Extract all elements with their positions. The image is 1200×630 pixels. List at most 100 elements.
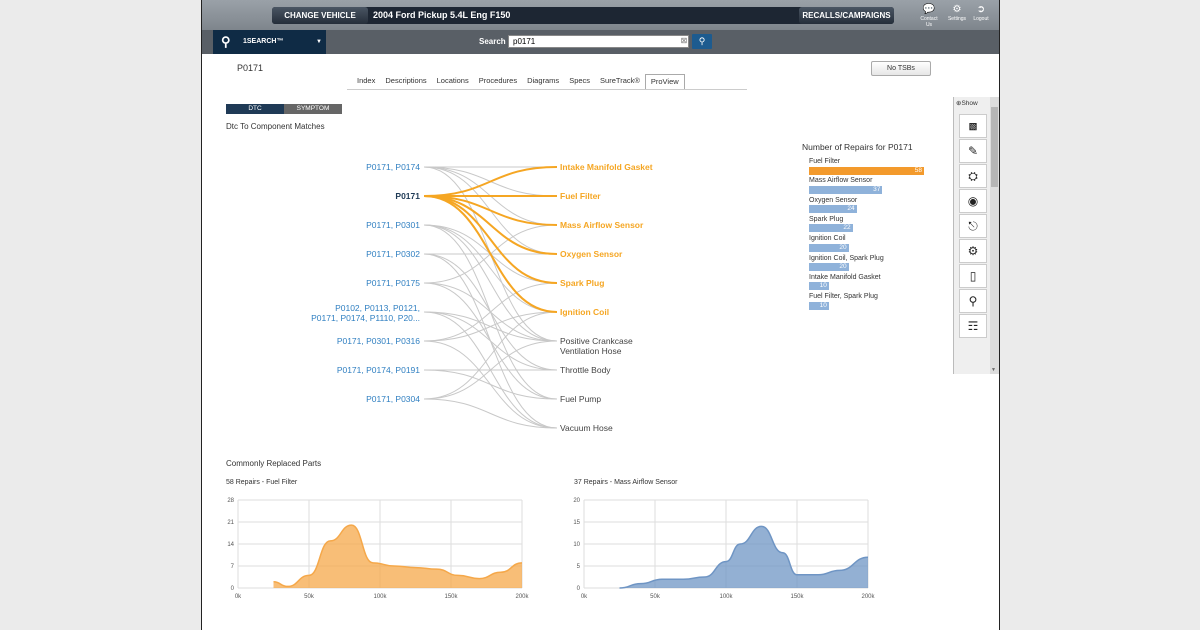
common-parts-title: Commonly Replaced Parts [226, 459, 322, 468]
recalls-campaigns-button[interactable]: RECALLS/CAMPAIGNS [799, 7, 894, 24]
contact-icon[interactable]: 💬 Contact Us [917, 4, 941, 28]
change-vehicle-button[interactable]: CHANGE VEHICLE [272, 7, 368, 24]
sankey-link-highlight [423, 195, 558, 255]
battery-icon[interactable]: ▯ [959, 264, 987, 288]
sankey-target-label[interactable]: Mass Airflow Sensor [560, 220, 644, 230]
repair-bar[interactable]: 22 [809, 224, 853, 233]
sankey-target-label[interactable]: Positive Crankcase Ventilation Hose [560, 336, 633, 356]
dtc-component-sankey: P0171, P0174 P0171 P0171, P0301 P0171, P030… [311, 162, 653, 433]
sankey-link [423, 253, 558, 429]
y-tick-label: 28 [227, 498, 234, 504]
repair-item-label: Fuel Filter [809, 158, 841, 165]
repair-bar[interactable]: 10 [809, 301, 829, 310]
onesearch-dropdown[interactable]: ⚲ 1SEARCH™ ▼ [213, 30, 326, 54]
sankey-link [423, 311, 558, 400]
chart-title-mass-airflow: 37 Repairs - Mass Airflow Sensor [574, 479, 678, 486]
side-scrollbar[interactable]: ▼ [990, 97, 999, 374]
show-toggle[interactable]: ⊕Show [956, 100, 978, 107]
search-label: Search [479, 37, 506, 46]
sankey-link [423, 340, 558, 400]
x-tick-label: 100k [373, 594, 387, 600]
sankey-source-label[interactable]: P0171, P0304 [366, 394, 420, 404]
x-tick-label: 200k [515, 594, 529, 600]
repair-bar[interactable]: 20 [809, 243, 849, 252]
logout-label: Logout [973, 16, 989, 22]
tab-descriptions[interactable]: Descriptions [385, 76, 427, 85]
sankey-target-label[interactable]: Intake Manifold Gasket [560, 162, 653, 172]
book-icon[interactable]: ☶ [959, 314, 987, 338]
y-tick-label: 5 [577, 564, 581, 570]
sankey-target-label[interactable]: Throttle Body [560, 365, 611, 375]
scroll-down-icon[interactable]: ▼ [991, 367, 996, 373]
sankey-link [423, 398, 558, 429]
sankey-source-label[interactable]: P0171, P0302 [366, 249, 420, 259]
x-tick-label: 50k [650, 594, 661, 600]
area-line [273, 524, 523, 588]
component-icon[interactable]: ◉ [959, 189, 987, 213]
repair-bar[interactable]: 10 [809, 282, 829, 291]
vehicle-icon[interactable]: ⛭ [959, 164, 987, 188]
tsb-icon[interactable]: ▧ [959, 114, 987, 138]
y-tick-label: 14 [227, 542, 234, 548]
repair-bar[interactable]: 20 [809, 263, 849, 271]
sankey-link-highlight [423, 195, 558, 284]
sankey-source-label[interactable]: P0171, P0175 [366, 278, 420, 288]
sankey-target-label[interactable]: Vacuum Hose [560, 423, 613, 433]
sankey-link-highlight [423, 166, 558, 197]
sankey-target-label[interactable]: Fuel Filter [560, 191, 601, 201]
sankey-source-label[interactable]: P0102, P0113, P0121, P0171, P0174, P1110,… [311, 303, 420, 323]
dtc-toggle-button[interactable]: DTC [226, 104, 284, 114]
vehicle-name: 2004 Ford Pickup 5.4L Eng F150 [373, 10, 511, 20]
sankey-target-label[interactable]: Ignition Coil [560, 307, 609, 317]
tab-diagrams[interactable]: Diagrams [527, 76, 560, 85]
search-button[interactable]: ⚲ [692, 34, 712, 49]
tab-index[interactable]: Index [357, 76, 376, 85]
repair-bar[interactable]: 58 [809, 166, 924, 175]
repair-item-label: Spark Plug [809, 215, 844, 223]
symptom-toggle-button[interactable]: SYMPTOM [284, 104, 342, 114]
y-tick-label: 20 [573, 498, 580, 504]
sankey-target-label[interactable]: Spark Plug [560, 278, 604, 288]
location-icon[interactable]: ⚲ [959, 289, 987, 313]
x-tick-label: 200k [861, 594, 875, 600]
tab-locations[interactable]: Locations [436, 76, 469, 85]
repair-bar[interactable]: 24 [809, 205, 857, 214]
engine-icon[interactable]: ⚙ [959, 239, 987, 263]
sankey-target-label[interactable]: Oxygen Sensor [560, 249, 623, 259]
document-icon[interactable]: ✎ [959, 139, 987, 163]
repair-item-label: Oxygen Sensor [809, 196, 858, 204]
repair-item-label: Intake Manifold Gasket [809, 273, 881, 281]
show-label: Show [961, 100, 978, 107]
tsb-button[interactable]: No TSBs [871, 61, 931, 76]
repair-item-label: Fuel Filter, Spark Plug [809, 293, 878, 301]
x-tick-label: 150k [444, 594, 458, 600]
y-tick-label: 0 [577, 586, 581, 592]
tab-procedures[interactable]: Procedures [478, 76, 518, 85]
sankey-source-label[interactable]: P0171, P0301, P0316 [337, 336, 420, 346]
tire-icon[interactable]: ⎋ [959, 214, 987, 238]
sankey-source-label[interactable]: P0171, P0301 [366, 220, 420, 230]
clear-icon[interactable]: ⊠ [680, 36, 688, 45]
sankey-title: Dtc To Component Matches [226, 122, 325, 131]
tab-specs[interactable]: Specs [569, 76, 591, 85]
chart-title-fuel-filter: 58 Repairs - Fuel Filter [226, 479, 298, 486]
top-bar: CHANGE VEHICLE 2004 Ford Pickup 5.4L Eng… [202, 0, 999, 30]
settings-icon[interactable]: ⚙ Settings [945, 4, 969, 22]
app-window: CHANGE VEHICLE 2004 Ford Pickup 5.4L Eng… [201, 0, 1000, 630]
area-line [619, 525, 869, 589]
x-tick-label: 100k [719, 594, 733, 600]
sankey-target-label[interactable]: Fuel Pump [560, 394, 601, 404]
search-input[interactable] [508, 35, 689, 48]
scrollbar-thumb[interactable] [991, 107, 998, 187]
y-tick-label: 10 [573, 542, 580, 548]
area-chart-fuel-filter: 0 7 14 21 28 0k 50k 100k 150k 200k [227, 498, 529, 600]
onesearch-label: 1SEARCH™ [243, 38, 284, 45]
sankey-source-label[interactable]: P0171, P0174, P0191 [337, 365, 420, 375]
logout-icon[interactable]: ➲ Logout [969, 4, 993, 22]
tab-proview[interactable]: ProView [644, 74, 685, 90]
sankey-source-label[interactable]: P0171, P0174 [366, 162, 420, 172]
repair-bar[interactable]: 37 [809, 185, 883, 194]
sankey-source-label[interactable]: P0171 [395, 191, 420, 201]
tab-suretrack[interactable]: SureTrack® [600, 76, 640, 85]
